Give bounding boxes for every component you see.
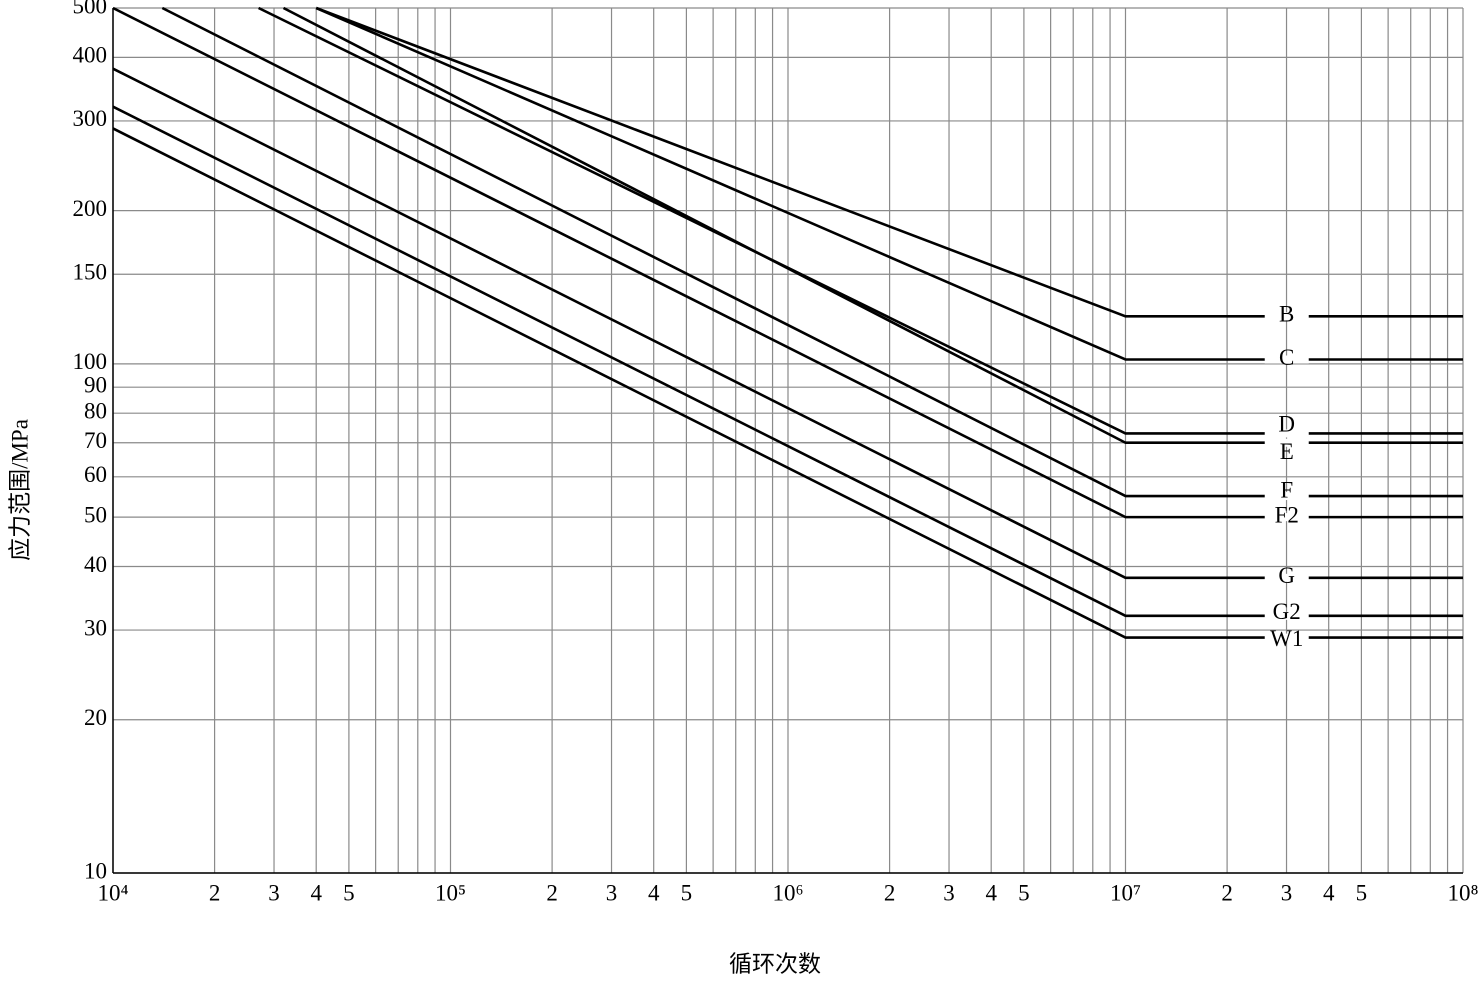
series-line (315, 6, 1463, 361)
x-tick-label: 2 (1221, 880, 1233, 905)
x-tick-label: 10⁶ (772, 880, 803, 905)
series-line (258, 6, 1463, 435)
series-label: D (1278, 412, 1295, 437)
series-line (112, 6, 1463, 519)
label-gap (1264, 633, 1309, 642)
series-line (282, 6, 1463, 445)
y-axis-label: 应力范围/MPa (7, 419, 32, 561)
y-tick-label: 400 (73, 43, 108, 68)
y-tick-label: 10 (84, 858, 107, 883)
label-gap (1264, 438, 1309, 447)
series-label: C (1279, 345, 1294, 370)
y-tick-label: 200 (73, 196, 108, 221)
y-tick-label: 150 (73, 259, 108, 284)
x-tick-label: 10⁴ (97, 880, 128, 905)
x-tick-label: 5 (343, 880, 355, 905)
x-tick-label: 3 (268, 880, 280, 905)
series-line (161, 6, 1463, 498)
series-label: W1 (1270, 626, 1303, 651)
series-line (315, 6, 1463, 318)
y-tick-label: 40 (84, 552, 107, 577)
x-axis-label: 循环次数 (729, 951, 821, 976)
x-tick-label: 4 (985, 880, 997, 905)
x-tick-label: 10⁸ (1447, 880, 1478, 905)
label-gap (1264, 573, 1309, 582)
y-tick-label: 20 (84, 705, 107, 730)
series-label: B (1279, 302, 1294, 327)
y-tick-label: 90 (84, 372, 107, 397)
x-tick-label: 4 (648, 880, 660, 905)
x-tick-label: 2 (546, 880, 558, 905)
x-tick-label: 4 (310, 880, 322, 905)
x-tick-label: 10⁷ (1110, 880, 1141, 905)
y-tick-label: 80 (84, 398, 107, 423)
series-line (112, 127, 1463, 639)
x-tick-label: 5 (681, 880, 693, 905)
label-gap (1264, 611, 1309, 620)
series-line (112, 67, 1463, 580)
x-tick-label: 5 (1018, 880, 1030, 905)
label-gap (1264, 513, 1309, 522)
x-tick-label: 2 (884, 880, 896, 905)
y-tick-label: 60 (84, 462, 107, 487)
series-label: F2 (1275, 502, 1299, 527)
y-tick-label: 100 (73, 349, 108, 374)
label-gap (1264, 355, 1309, 364)
label-gap (1264, 429, 1309, 438)
x-tick-label: 4 (1323, 880, 1335, 905)
y-tick-label: 500 (73, 0, 108, 18)
y-tick-label: 30 (84, 615, 107, 640)
label-gap (1264, 492, 1309, 501)
x-tick-label: 3 (606, 880, 618, 905)
x-tick-label: 3 (943, 880, 955, 905)
series-label: G2 (1273, 599, 1301, 624)
y-tick-label: 70 (84, 428, 107, 453)
series-label: F (1280, 477, 1293, 502)
series-label: E (1280, 439, 1294, 464)
x-tick-label: 2 (209, 880, 221, 905)
x-tick-label: 3 (1281, 880, 1293, 905)
label-gap (1264, 312, 1309, 321)
x-tick-label: 5 (1356, 880, 1368, 905)
series-line (112, 105, 1463, 618)
y-tick-label: 300 (73, 106, 108, 131)
y-tick-label: 50 (84, 502, 107, 527)
series-label: G (1278, 563, 1295, 588)
x-tick-label: 10⁵ (435, 880, 466, 905)
